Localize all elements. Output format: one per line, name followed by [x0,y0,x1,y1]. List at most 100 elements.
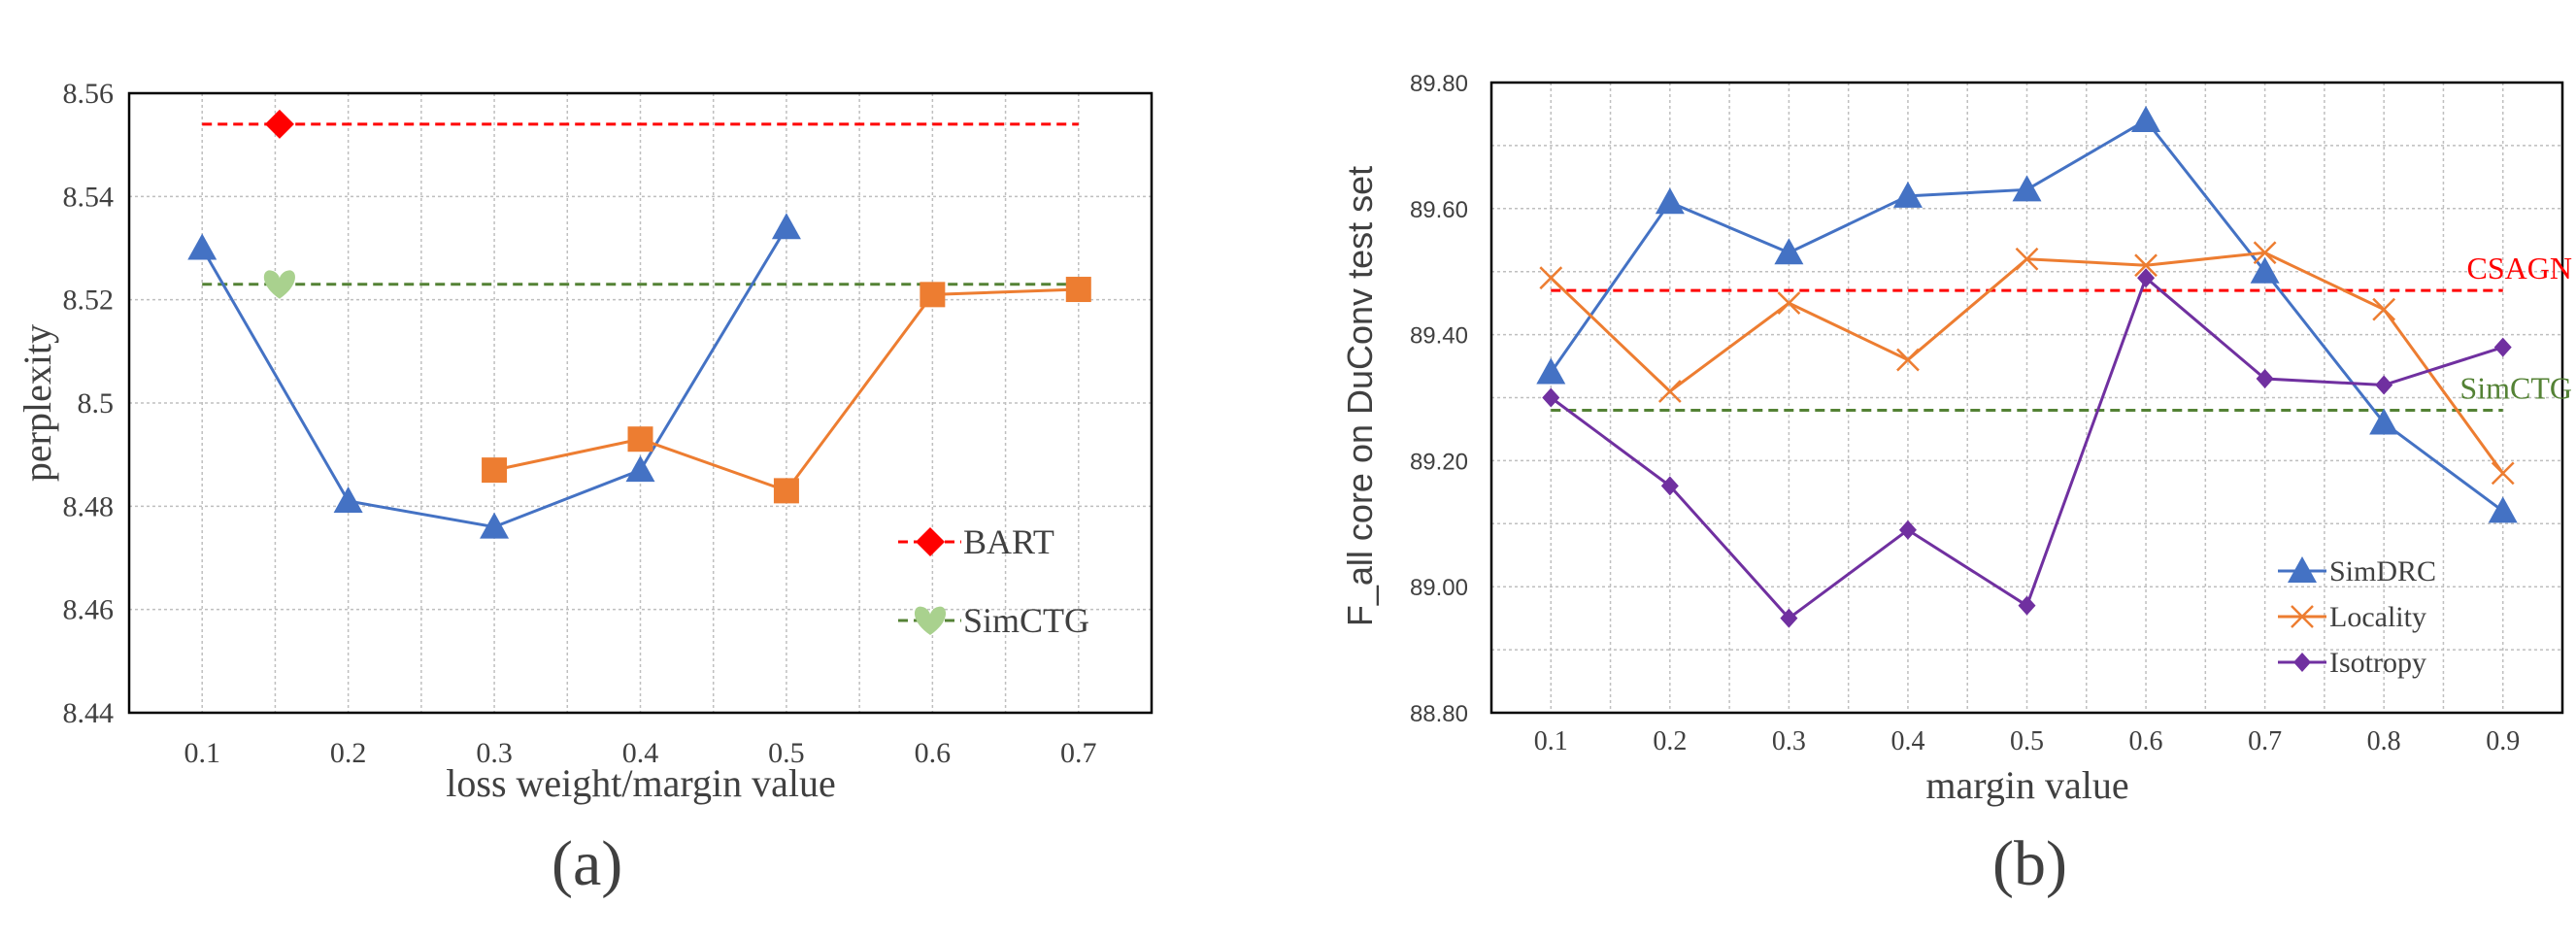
x-tick-label: 0.1 [1534,726,1568,756]
series-1 [482,277,1091,504]
x-marker-stroke [1777,291,1801,316]
data-point [1898,520,1917,540]
data-point [1780,608,1798,628]
data-point [2493,337,2512,357]
data-point [1065,277,1091,303]
y-tick-label: 8.46 [63,594,115,626]
y-axis-title: F_all core on DuConv test set [1340,166,1380,626]
data-point [771,213,801,240]
data-point [2256,369,2274,389]
legend-label: SimDRC [2329,555,2436,587]
x-tick-label: 0.2 [1653,726,1687,756]
x-tick-label: 0.4 [622,737,659,769]
data-point [187,233,217,260]
data-point [2372,297,2396,321]
plot-frame [1489,81,2564,715]
x-axis-title: loss weight/margin value [446,761,835,805]
data-point [773,478,799,504]
y-tick-label: 88.80 [1410,701,1468,727]
legend-label: SimCTG [963,601,1089,640]
x-tick-label: 0.3 [1772,726,1806,756]
data-point [2491,461,2515,486]
caption-b: (b) [1992,828,2067,899]
y-axis-title: perplexity [16,324,59,482]
reference-line-simctg: SimCTG [1551,370,2572,412]
legend-marker [2293,653,2311,672]
data-point [920,282,946,308]
data-point [2015,247,2039,271]
y-tick-label: 8.5 [78,387,115,419]
data-point [1660,476,1679,496]
legend-label: Isotropy [2329,647,2426,679]
x-tick-label: 0.5 [2010,726,2044,756]
y-tick-label: 8.44 [63,697,115,729]
y-tick-label: 8.48 [63,490,115,522]
x-tick-label: 0.9 [2486,726,2520,756]
data-point [625,455,655,483]
legend: SimDRC Locality Isotropy [2278,555,2436,679]
data-point [2250,256,2280,284]
x-tick-label: 0.5 [768,737,805,769]
data-point [333,486,363,514]
plot-frame [127,91,1154,715]
caption-a: (a) [552,828,623,899]
data-point [2018,595,2036,616]
data-point [1896,348,1920,372]
data-point [1892,181,1923,208]
x-tick-label: 0.7 [2248,726,2282,756]
y-tick-label: 8.56 [63,78,115,110]
x-marker-stroke [1539,266,1563,290]
reference-label: SimCTG [2459,370,2572,405]
data-point [2375,375,2393,395]
reference-marker [263,270,295,299]
series-simdrc [1536,105,2518,523]
x-marker-stroke [2372,297,2396,321]
y-tick-label: 89.80 [1410,71,1468,97]
x-tick-label: 0.6 [2129,726,2163,756]
y-tick-label: 8.54 [63,181,115,213]
y-tick-label: 89.60 [1410,197,1468,223]
x-marker-stroke [1657,380,1682,403]
x-marker-stroke [2491,461,2515,486]
series-isotropy [1542,268,2512,628]
reference-label: CSAGN [2467,251,2572,285]
legend-marker [914,606,947,635]
series-0 [187,213,801,539]
data-point [2134,253,2158,278]
x-marker-stroke [2134,253,2158,278]
chart-b: 88.80 89.00 89.20 89.40 89.60 89.80 0.1 0.2 0.3 0… [1340,71,2572,807]
x-tick-label: 0.8 [2367,726,2401,756]
data-point [2253,241,2277,265]
x-tick-label: 0.7 [1060,737,1097,769]
data-point [2488,496,2518,523]
x-tick-label: 0.4 [1890,726,1924,756]
x-tick-label: 0.1 [184,737,220,769]
data-point [1542,387,1560,408]
data-point [2137,268,2156,288]
legend-marker [2291,605,2314,628]
series-locality [1539,241,2515,486]
y-tick-label: 89.00 [1410,575,1468,601]
x-marker-stroke [2253,241,2277,265]
y-tick-label: 89.40 [1410,323,1468,350]
legend-marker [2288,556,2317,583]
reference-marker [264,109,294,139]
x-axis-title: margin value [1925,763,2128,807]
data-point [2369,408,2399,435]
data-point [1655,187,1685,215]
x-tick-label: 0.3 [476,737,513,769]
data-point [2131,105,2161,132]
data-point [480,512,510,539]
data-point [1774,238,1804,265]
reference-line-bart [202,109,1079,139]
data-point [1539,266,1563,290]
legend-marker [916,527,945,556]
data-point [482,457,508,484]
data-point [2012,175,2042,202]
reference-line-csagn: CSAGN [1551,251,2572,292]
x-tick-label: 0.2 [330,737,367,769]
legend-label: BART [963,522,1054,561]
data-point [1657,380,1682,403]
data-point [1777,291,1801,316]
